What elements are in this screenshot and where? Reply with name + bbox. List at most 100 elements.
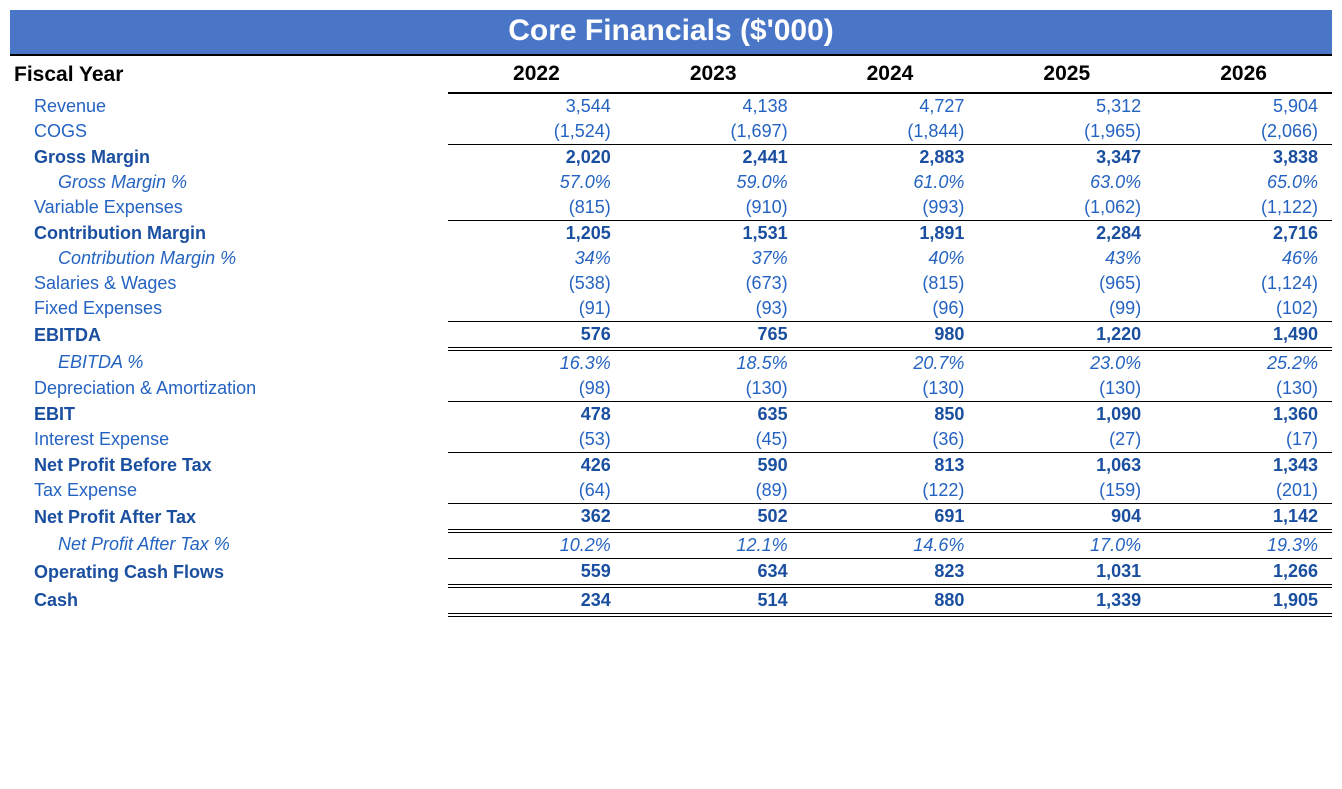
financial-table: Fiscal Year 2022 2023 2024 2025 2026 Rev…: [10, 56, 1332, 617]
cell-value: 5,312: [978, 93, 1155, 119]
table-row: Net Profit After Tax %10.2%12.1%14.6%17.…: [10, 531, 1332, 559]
cell-value: 1,205: [448, 221, 625, 247]
table-row: Cash2345148801,3391,905: [10, 586, 1332, 615]
cell-value: 10.2%: [448, 531, 625, 559]
row-label: Contribution Margin: [10, 221, 448, 247]
cell-value: (89): [625, 478, 802, 504]
cell-value: 880: [802, 586, 979, 615]
cell-value: 904: [978, 504, 1155, 532]
cell-value: (1,844): [802, 119, 979, 145]
cell-value: (538): [448, 271, 625, 296]
cell-value: 20.7%: [802, 349, 979, 376]
row-label: Contribution Margin %: [10, 246, 448, 271]
cell-value: (53): [448, 427, 625, 453]
cell-value: 37%: [625, 246, 802, 271]
cell-value: 1,266: [1155, 559, 1332, 587]
year-col-2: 2024: [802, 56, 979, 93]
cell-value: 1,490: [1155, 322, 1332, 350]
table-body: Revenue3,5444,1384,7275,3125,904COGS(1,5…: [10, 93, 1332, 615]
table-row: Fixed Expenses(91)(93)(96)(99)(102): [10, 296, 1332, 322]
cell-value: (17): [1155, 427, 1332, 453]
cell-value: (96): [802, 296, 979, 322]
cell-value: 5,904: [1155, 93, 1332, 119]
cell-value: 514: [625, 586, 802, 615]
table-row: Net Profit Before Tax4265908131,0631,343: [10, 453, 1332, 479]
row-label: Revenue: [10, 93, 448, 119]
cell-value: 1,031: [978, 559, 1155, 587]
cell-value: (27): [978, 427, 1155, 453]
cell-value: 1,905: [1155, 586, 1332, 615]
year-col-4: 2026: [1155, 56, 1332, 93]
table-row: Gross Margin %57.0%59.0%61.0%63.0%65.0%: [10, 170, 1332, 195]
row-label: Operating Cash Flows: [10, 559, 448, 587]
row-label: Gross Margin %: [10, 170, 448, 195]
table-row: Operating Cash Flows5596348231,0311,266: [10, 559, 1332, 587]
header-label: Fiscal Year: [10, 56, 448, 93]
cell-value: 2,020: [448, 145, 625, 171]
table-row: Tax Expense(64)(89)(122)(159)(201): [10, 478, 1332, 504]
row-label: Tax Expense: [10, 478, 448, 504]
cell-value: (159): [978, 478, 1155, 504]
cell-value: 3,347: [978, 145, 1155, 171]
row-label: EBIT: [10, 402, 448, 428]
cell-value: 1,360: [1155, 402, 1332, 428]
cell-value: 46%: [1155, 246, 1332, 271]
cell-value: 2,883: [802, 145, 979, 171]
cell-value: 426: [448, 453, 625, 479]
cell-value: (673): [625, 271, 802, 296]
row-label: Net Profit After Tax: [10, 504, 448, 532]
year-col-3: 2025: [978, 56, 1155, 93]
cell-value: 18.5%: [625, 349, 802, 376]
cell-value: 16.3%: [448, 349, 625, 376]
cell-value: 1,090: [978, 402, 1155, 428]
year-col-0: 2022: [448, 56, 625, 93]
cell-value: (1,524): [448, 119, 625, 145]
row-label: Net Profit After Tax %: [10, 531, 448, 559]
cell-value: (815): [802, 271, 979, 296]
cell-value: 34%: [448, 246, 625, 271]
table-title: Core Financials ($'000): [10, 10, 1332, 56]
cell-value: 559: [448, 559, 625, 587]
cell-value: (45): [625, 427, 802, 453]
table-row: Salaries & Wages(538)(673)(815)(965)(1,1…: [10, 271, 1332, 296]
cell-value: (910): [625, 195, 802, 221]
cell-value: 850: [802, 402, 979, 428]
cell-value: (1,062): [978, 195, 1155, 221]
cell-value: 1,339: [978, 586, 1155, 615]
cell-value: 3,838: [1155, 145, 1332, 171]
cell-value: (1,697): [625, 119, 802, 145]
cell-value: 59.0%: [625, 170, 802, 195]
cell-value: (130): [625, 376, 802, 402]
header-row: Fiscal Year 2022 2023 2024 2025 2026: [10, 56, 1332, 93]
cell-value: 980: [802, 322, 979, 350]
table-row: EBIT4786358501,0901,360: [10, 402, 1332, 428]
cell-value: 634: [625, 559, 802, 587]
cell-value: (965): [978, 271, 1155, 296]
cell-value: (93): [625, 296, 802, 322]
row-label: Gross Margin: [10, 145, 448, 171]
cell-value: 1,343: [1155, 453, 1332, 479]
cell-value: (815): [448, 195, 625, 221]
row-label: Variable Expenses: [10, 195, 448, 221]
row-label: Net Profit Before Tax: [10, 453, 448, 479]
cell-value: 635: [625, 402, 802, 428]
cell-value: 12.1%: [625, 531, 802, 559]
cell-value: 576: [448, 322, 625, 350]
cell-value: 765: [625, 322, 802, 350]
cell-value: 40%: [802, 246, 979, 271]
cell-value: 63.0%: [978, 170, 1155, 195]
cell-value: 19.3%: [1155, 531, 1332, 559]
cell-value: 1,063: [978, 453, 1155, 479]
cell-value: (64): [448, 478, 625, 504]
row-label: Fixed Expenses: [10, 296, 448, 322]
cell-value: 2,441: [625, 145, 802, 171]
cell-value: 1,142: [1155, 504, 1332, 532]
cell-value: 823: [802, 559, 979, 587]
cell-value: (98): [448, 376, 625, 402]
cell-value: 234: [448, 586, 625, 615]
table-row: Revenue3,5444,1384,7275,3125,904: [10, 93, 1332, 119]
cell-value: 478: [448, 402, 625, 428]
cell-value: (2,066): [1155, 119, 1332, 145]
row-label: EBITDA %: [10, 349, 448, 376]
cell-value: (130): [1155, 376, 1332, 402]
